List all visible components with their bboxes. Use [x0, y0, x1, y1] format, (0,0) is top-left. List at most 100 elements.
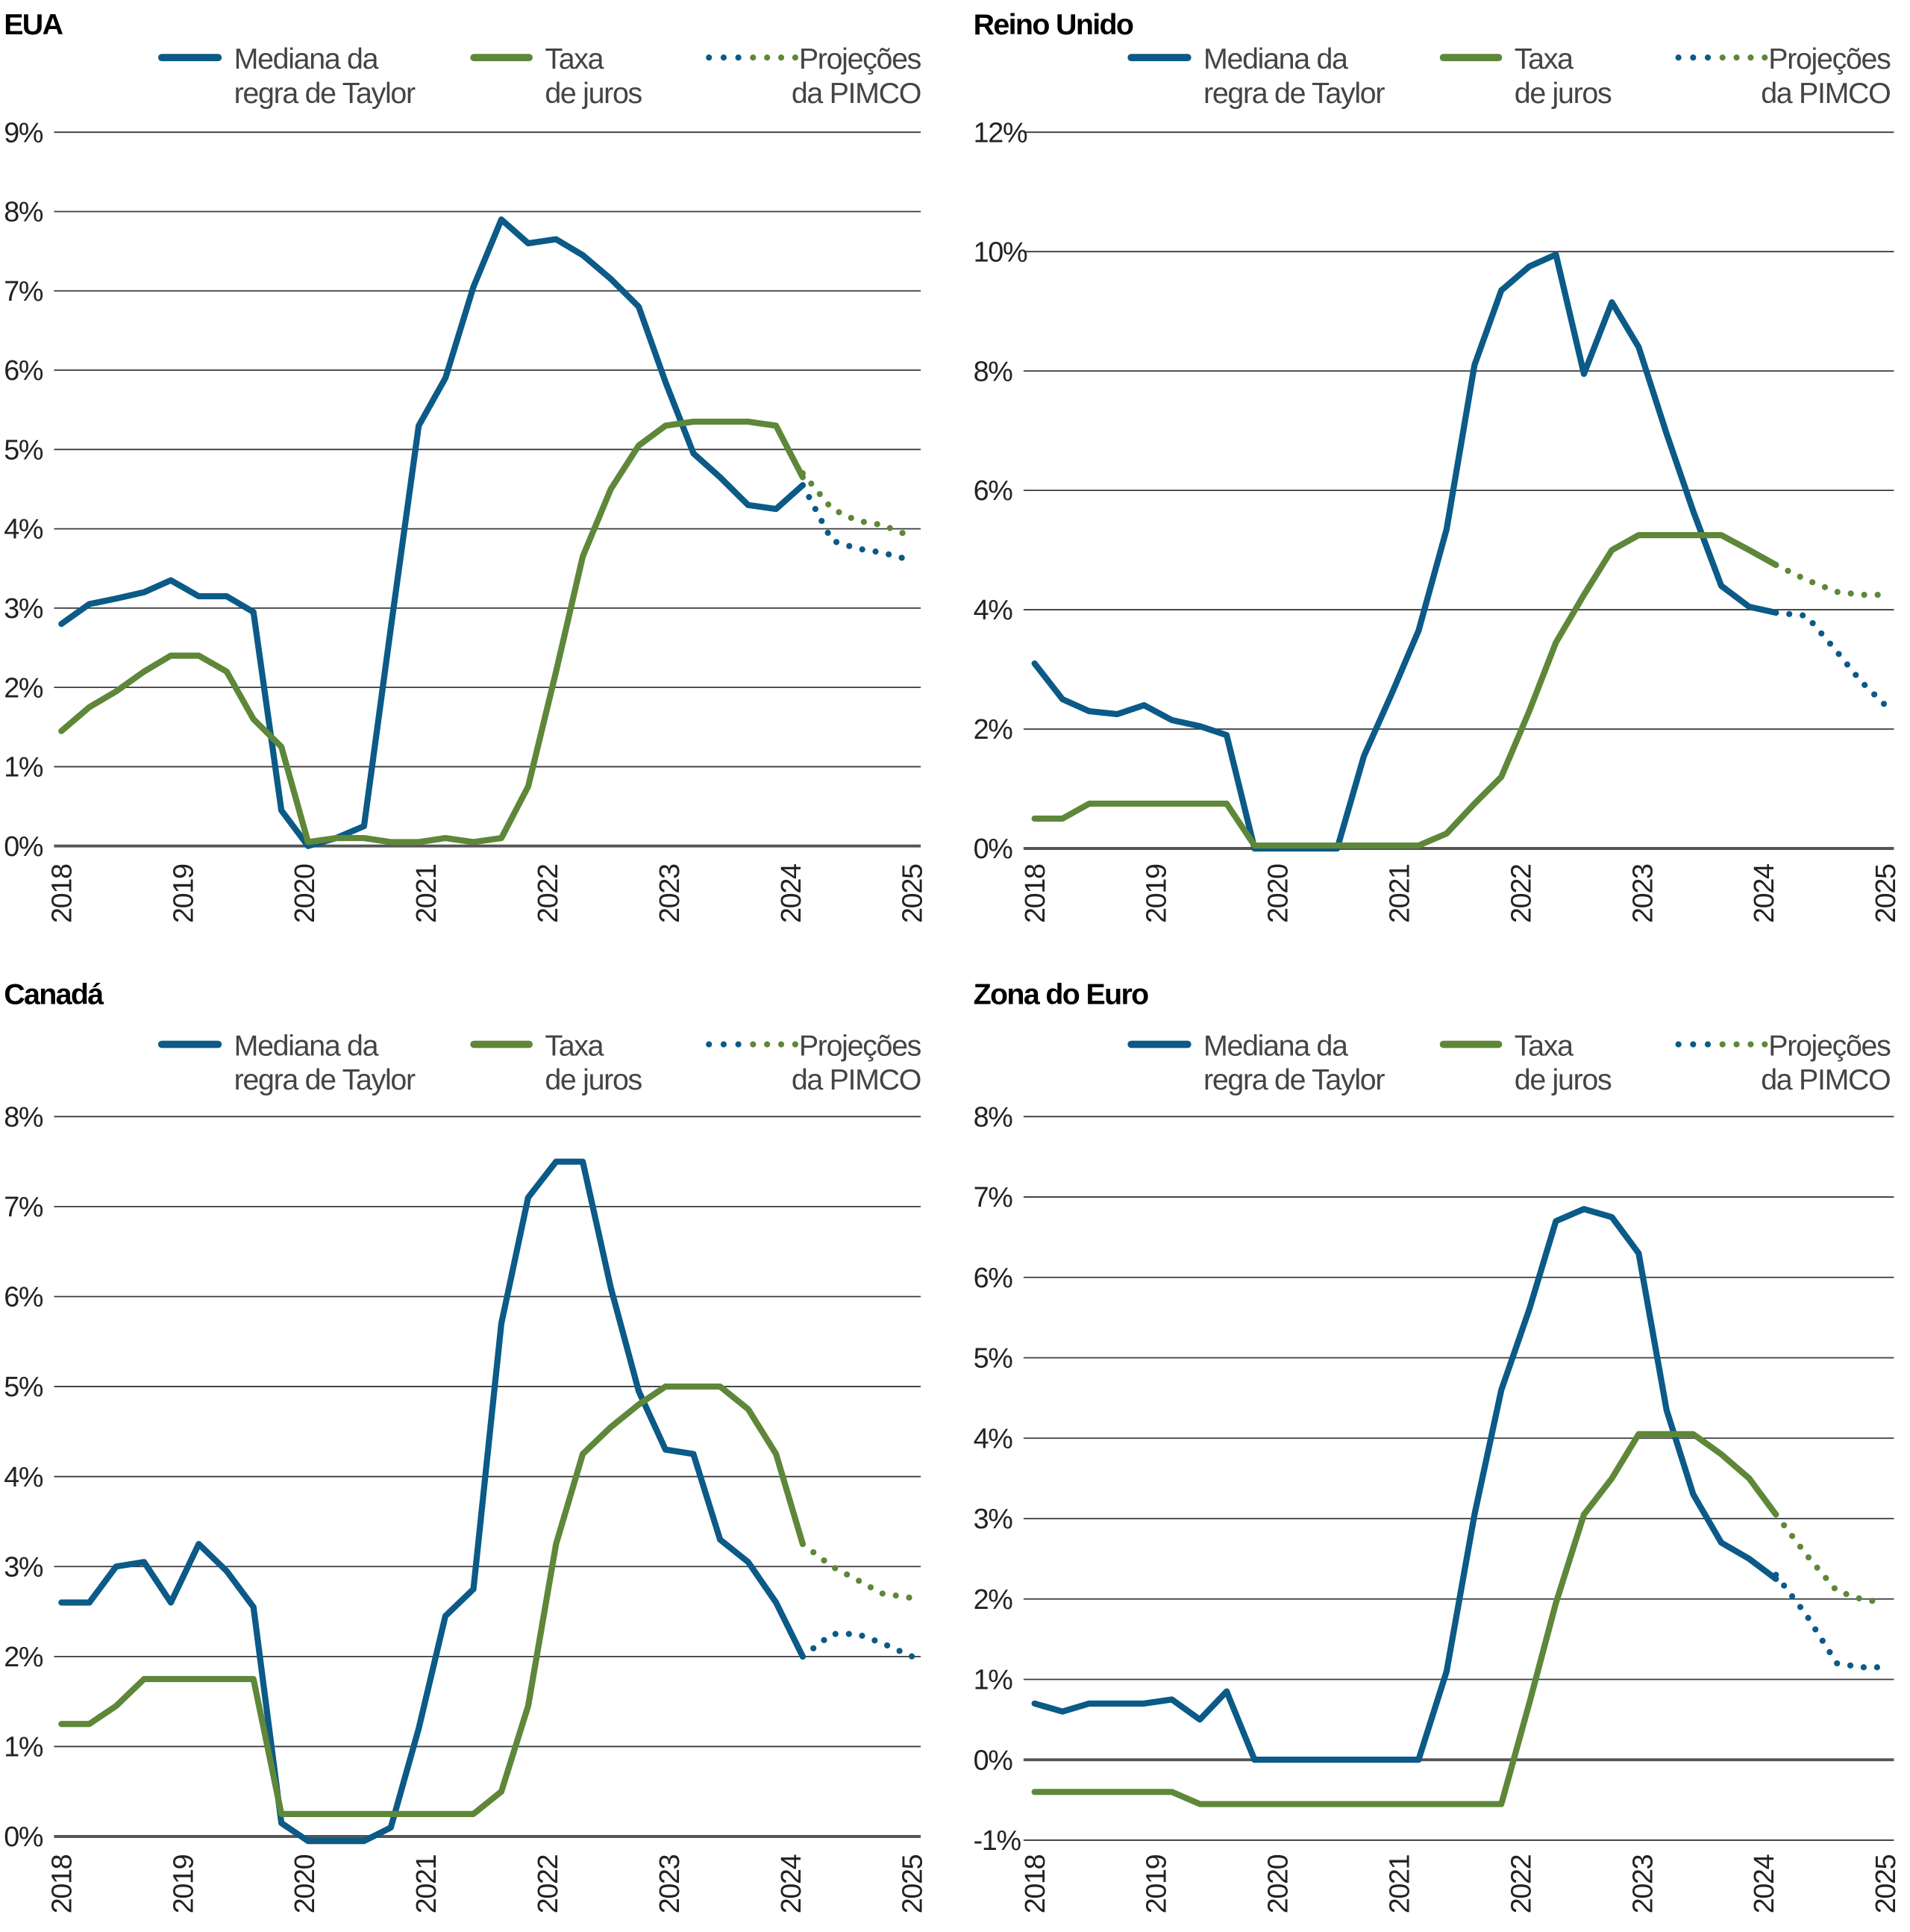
y-tick-label: 7% [4, 275, 43, 307]
chart-title: Canadá [4, 978, 104, 1010]
y-tick-label: 4% [974, 594, 1013, 625]
x-tick-label: 2021 [410, 864, 442, 923]
x-tick-label: 2018 [46, 864, 77, 923]
y-tick-label: 6% [4, 1281, 43, 1313]
projection-rate-line [799, 1540, 915, 1601]
y-tick-label: 2% [4, 1641, 43, 1672]
x-tick-label: 2021 [410, 1854, 442, 1913]
legend-label: regra de Taylor [234, 77, 416, 110]
y-tick-label: 0% [4, 1821, 43, 1852]
x-tick-label: 2022 [532, 1854, 563, 1913]
y-tick-label: 1% [4, 751, 43, 783]
y-tick-label: 1% [974, 1664, 1013, 1695]
x-tick-label: 2023 [1626, 1854, 1658, 1913]
projection-taylor-line [1773, 1572, 1889, 1671]
x-tick-label: 2019 [1141, 864, 1172, 923]
x-tick-label: 2024 [1748, 864, 1779, 923]
legend-label: Taxa [545, 43, 604, 75]
taylor-rule-line [1031, 1206, 1779, 1763]
y-tick-label: 4% [4, 1461, 43, 1492]
legend-label: de juros [1515, 1063, 1612, 1096]
legend-label: de juros [545, 77, 642, 110]
x-tick-label: 2022 [1505, 1854, 1536, 1913]
x-tick-label: 2021 [1383, 1854, 1415, 1913]
x-tick-label: 2020 [1262, 864, 1294, 923]
legend-label: regra de Taylor [1203, 77, 1385, 110]
y-tick-label: 2% [974, 713, 1013, 745]
chart-title: Zona do Euro [974, 978, 1149, 1010]
x-tick-label: 2024 [1748, 1854, 1779, 1913]
x-tick-label: 2025 [1870, 1854, 1901, 1913]
y-tick-label: 4% [974, 1422, 1013, 1454]
legend-label: Projeções [799, 43, 921, 75]
legend-label: Mediana da [1203, 43, 1348, 75]
y-tick-label: 8% [4, 1101, 43, 1132]
projection-taylor-line [799, 482, 915, 564]
x-tick-label: 2018 [46, 1854, 77, 1913]
y-tick-label: 10% [974, 236, 1027, 267]
y-tick-label: -1% [974, 1825, 1021, 1856]
interest-rate-line [58, 1383, 807, 1817]
legend-label: Mediana da [234, 43, 379, 75]
y-tick-label: 3% [974, 1503, 1013, 1534]
x-tick-label: 2023 [654, 864, 685, 923]
legend-label: da PIMCO [792, 77, 921, 110]
y-tick-label: 0% [974, 1744, 1013, 1775]
legend-label: Projeções [1768, 43, 1891, 75]
taylor-rule-line [58, 216, 807, 849]
projection-rate-line [1773, 561, 1889, 598]
legend-label: Taxa [1515, 43, 1574, 75]
y-tick-label: 2% [4, 672, 43, 703]
y-tick-label: 0% [4, 831, 43, 862]
y-tick-label: 8% [4, 196, 43, 228]
y-tick-label: 3% [4, 593, 43, 624]
x-tick-label: 2023 [654, 1854, 685, 1913]
y-tick-label: 8% [974, 355, 1013, 387]
x-tick-label: 2021 [1383, 864, 1415, 923]
legend-label: regra de Taylor [234, 1063, 416, 1096]
y-tick-label: 5% [4, 1371, 43, 1402]
projection-taylor-line [799, 1631, 915, 1660]
y-tick-label: 2% [974, 1584, 1013, 1615]
x-tick-label: 2018 [1019, 864, 1050, 923]
taylor-rule-line [58, 1158, 807, 1845]
y-tick-label: 5% [974, 1342, 1013, 1374]
y-tick-label: 8% [974, 1101, 1013, 1132]
chart-title: EUA [4, 8, 63, 41]
x-tick-label: 2023 [1626, 864, 1658, 923]
interest-rate-line [58, 418, 807, 845]
y-tick-label: 0% [974, 833, 1013, 864]
x-tick-label: 2022 [1505, 864, 1536, 923]
legend-label: Mediana da [234, 1029, 379, 1062]
y-tick-label: 9% [4, 116, 43, 148]
y-tick-label: 6% [4, 354, 43, 386]
legend-label: Mediana da [1203, 1029, 1348, 1062]
x-tick-label: 2019 [167, 864, 198, 923]
projection-taylor-line [1773, 609, 1889, 709]
x-tick-label: 2024 [775, 1854, 807, 1913]
y-tick-label: 4% [4, 513, 43, 545]
y-tick-label: 5% [4, 434, 43, 465]
x-tick-label: 2020 [289, 864, 320, 923]
y-tick-label: 7% [4, 1191, 43, 1222]
x-tick-label: 2019 [1141, 1854, 1172, 1913]
x-tick-label: 2020 [1262, 1854, 1294, 1913]
legend-label: Projeções [799, 1029, 921, 1062]
x-tick-label: 2020 [289, 1854, 320, 1913]
legend-label: Projeções [1768, 1029, 1891, 1062]
interest-rate-line [1031, 1431, 1779, 1807]
x-tick-label: 2024 [775, 864, 807, 923]
y-tick-label: 7% [974, 1181, 1013, 1213]
projection-rate-line [799, 470, 915, 540]
x-tick-label: 2025 [897, 1854, 928, 1913]
chart-title: Reino Unido [974, 8, 1133, 41]
legend-label: Taxa [1515, 1029, 1574, 1062]
interest-rate-line [1031, 532, 1779, 849]
